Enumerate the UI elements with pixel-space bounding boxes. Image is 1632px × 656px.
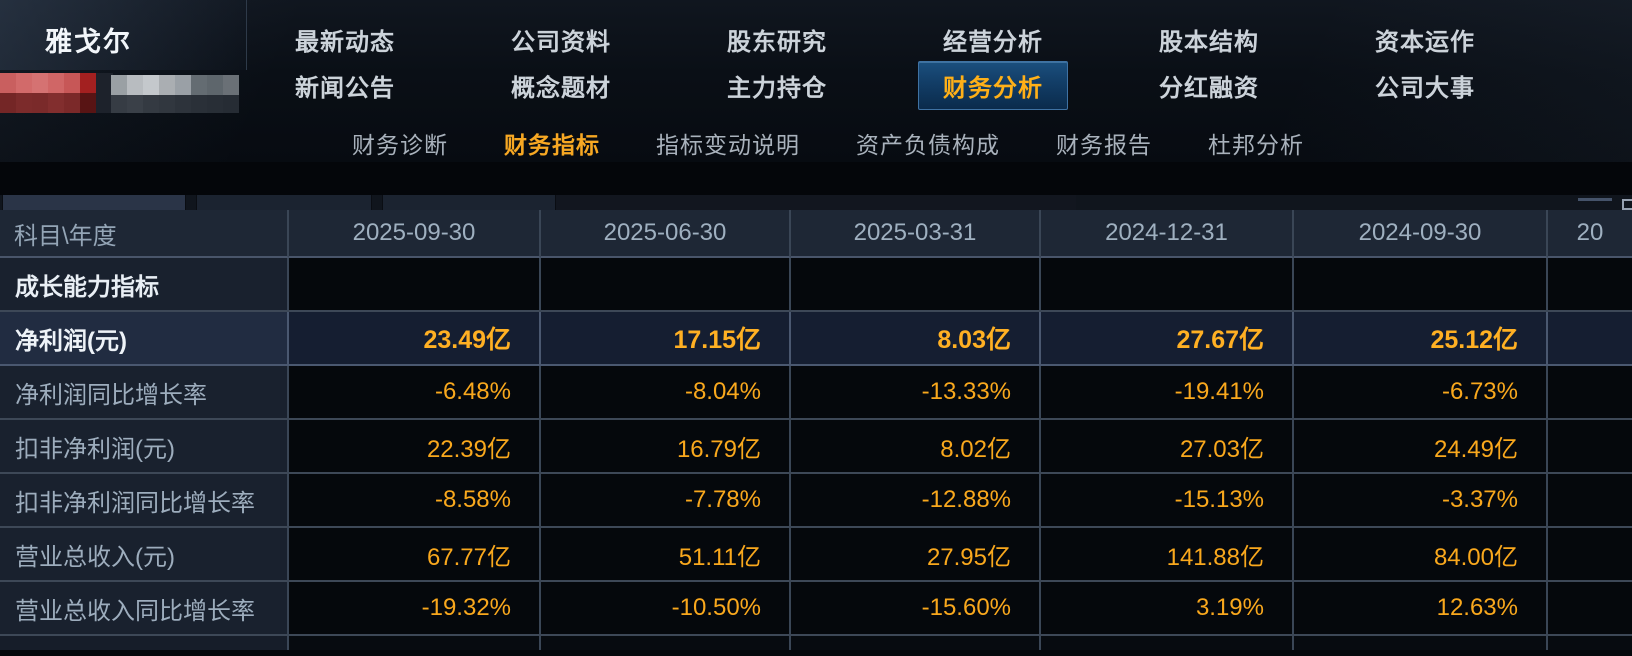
main-nav: 最新动态 公司资料 股东研究 经营分析 股本结构 资本运作 新闻公告 概念题材 …: [237, 16, 1537, 110]
subnav-dupont-analysis[interactable]: 杜邦分析: [1208, 132, 1304, 158]
cell-value: -6.73%: [1294, 366, 1548, 420]
nav-latest-news[interactable]: 最新动态: [295, 28, 395, 56]
banner-table-gap: [0, 162, 1632, 195]
col-header-2[interactable]: 2025-03-31: [791, 210, 1041, 258]
cell-value: -6.48%: [289, 366, 541, 420]
window-box-icon[interactable]: [1622, 199, 1632, 210]
subnav-balance-composition[interactable]: 资产负债构成: [856, 132, 1000, 158]
subnav-indicator-changes[interactable]: 指标变动说明: [656, 132, 800, 158]
col-header-4[interactable]: 2024-09-30: [1294, 210, 1548, 258]
nav-shareholder-study[interactable]: 股东研究: [727, 28, 827, 56]
subnav-financial-indicators[interactable]: 财务指标: [504, 132, 600, 158]
cell-value: [1548, 420, 1632, 474]
cell-value: 8.03亿: [791, 312, 1041, 366]
cell-value: -13.33%: [791, 366, 1041, 420]
cell-value: 17.15亿: [541, 312, 791, 366]
cell-value: [1548, 258, 1632, 312]
nav-capital-operation[interactable]: 资本运作: [1375, 28, 1475, 56]
cell-value: 22.39亿: [289, 420, 541, 474]
row-label: 扣非净利润同比增长率: [0, 474, 289, 528]
row-label: 营业总收入同比增长率: [0, 582, 289, 636]
cell-value: -19.32%: [289, 582, 541, 636]
table-row-total-revenue-yoy[interactable]: 营业总收入同比增长率 -19.32% -10.50% -15.60% 3.19%…: [0, 582, 1632, 636]
cell-value: 25.12亿: [1294, 312, 1548, 366]
cell-value: [1548, 366, 1632, 420]
cell-value: 8.02亿: [791, 420, 1041, 474]
stock-name: 雅戈尔: [45, 27, 132, 57]
cell-value: 27.95亿: [791, 528, 1041, 582]
subnav-financial-diagnosis[interactable]: 财务诊断: [352, 132, 448, 158]
nav-concepts[interactable]: 概念题材: [511, 74, 611, 102]
nav-main-holdings[interactable]: 主力持仓: [727, 74, 827, 102]
table-row-net-profit-yoy[interactable]: 净利润同比增长率 -6.48% -8.04% -13.33% -19.41% -…: [0, 366, 1632, 420]
period-tab-2[interactable]: [196, 195, 372, 210]
table-header-row: 科目\年度 2025-09-30 2025-06-30 2025-03-31 2…: [0, 210, 1632, 258]
nav-company-events[interactable]: 公司大事: [1375, 74, 1475, 102]
table-row-partial: [0, 636, 1632, 650]
row-label: 净利润(元): [0, 312, 289, 366]
row-label: 净利润同比增长率: [0, 366, 289, 420]
subnav-financial-report[interactable]: 财务报告: [1056, 132, 1152, 158]
cell-value: [1548, 528, 1632, 582]
sub-nav: 财务诊断 财务指标 指标变动说明 资产负债构成 财务报告 杜邦分析: [352, 126, 1304, 160]
cell-value: [289, 258, 541, 312]
cell-value: [541, 258, 791, 312]
corner-header: 科目\年度: [0, 210, 289, 258]
table-row-section-growth: 成长能力指标: [0, 258, 1632, 312]
tabstrip-shade: [556, 195, 1076, 210]
cell-value: -3.37%: [1294, 474, 1548, 528]
col-header-1[interactable]: 2025-06-30: [541, 210, 791, 258]
nav-company-profile[interactable]: 公司资料: [511, 28, 611, 56]
cell-value: 24.49亿: [1294, 420, 1548, 474]
dash-icon: [1578, 198, 1612, 201]
cell-value: -19.41%: [1041, 366, 1294, 420]
cell-value: -12.88%: [791, 474, 1041, 528]
nav-dividend-financing[interactable]: 分红融资: [1159, 74, 1259, 102]
censored-text-mosaic: [111, 75, 239, 113]
cell-value: -10.50%: [541, 582, 791, 636]
cell-value: 84.00亿: [1294, 528, 1548, 582]
cell-value: 67.77亿: [289, 528, 541, 582]
stock-info-panel: [0, 0, 247, 70]
nav-announcements[interactable]: 新闻公告: [295, 74, 395, 102]
top-banner: 雅戈尔 最新动态 公司资料 股东研究 经营分析 股本结构 资本运作 新闻公告 概…: [0, 0, 1632, 162]
nav-equity-structure[interactable]: 股本结构: [1159, 28, 1259, 56]
cell-value: 16.79亿: [541, 420, 791, 474]
cell-value: 27.67亿: [1041, 312, 1294, 366]
cell-value: [1041, 258, 1294, 312]
table-row-net-profit[interactable]: 净利润(元) 23.49亿 17.15亿 8.03亿 27.67亿 25.12亿: [0, 312, 1632, 366]
cell-value: 23.49亿: [289, 312, 541, 366]
nav-financial-analysis[interactable]: 财务分析: [918, 60, 1068, 110]
cell-value: -7.78%: [541, 474, 791, 528]
cell-value: -15.60%: [791, 582, 1041, 636]
cell-value: 141.88亿: [1041, 528, 1294, 582]
cell-value: -8.58%: [289, 474, 541, 528]
table-row-total-revenue[interactable]: 营业总收入(元) 67.77亿 51.11亿 27.95亿 141.88亿 84…: [0, 528, 1632, 582]
cell-value: 12.63%: [1294, 582, 1548, 636]
col-header-0[interactable]: 2025-09-30: [289, 210, 541, 258]
row-label: 成长能力指标: [0, 258, 289, 312]
row-label: 营业总收入(元): [0, 528, 289, 582]
cell-value: 3.19%: [1041, 582, 1294, 636]
row-label: 扣非净利润(元): [0, 420, 289, 474]
cell-value: [791, 258, 1041, 312]
cell-value: 27.03亿: [1041, 420, 1294, 474]
cell-value: [1294, 258, 1548, 312]
financial-indicator-table: 科目\年度 2025-09-30 2025-06-30 2025-03-31 2…: [0, 210, 1632, 650]
period-tab-3[interactable]: [382, 195, 556, 210]
period-tabstrip: [0, 195, 1632, 210]
censored-price-mosaic: [0, 73, 113, 113]
col-header-5-partial[interactable]: 20: [1548, 210, 1632, 258]
cell-value: [1548, 312, 1632, 366]
cell-value: -15.13%: [1041, 474, 1294, 528]
table-row-deducted-net-profit[interactable]: 扣非净利润(元) 22.39亿 16.79亿 8.02亿 27.03亿 24.4…: [0, 420, 1632, 474]
table-row-deducted-net-profit-yoy[interactable]: 扣非净利润同比增长率 -8.58% -7.78% -12.88% -15.13%…: [0, 474, 1632, 528]
period-tab-1[interactable]: [2, 195, 186, 210]
col-header-3[interactable]: 2024-12-31: [1041, 210, 1294, 258]
cell-value: 51.11亿: [541, 528, 791, 582]
cell-value: [1548, 582, 1632, 636]
cell-value: -8.04%: [541, 366, 791, 420]
cell-value: [1548, 474, 1632, 528]
nav-operation-analysis[interactable]: 经营分析: [943, 28, 1043, 56]
